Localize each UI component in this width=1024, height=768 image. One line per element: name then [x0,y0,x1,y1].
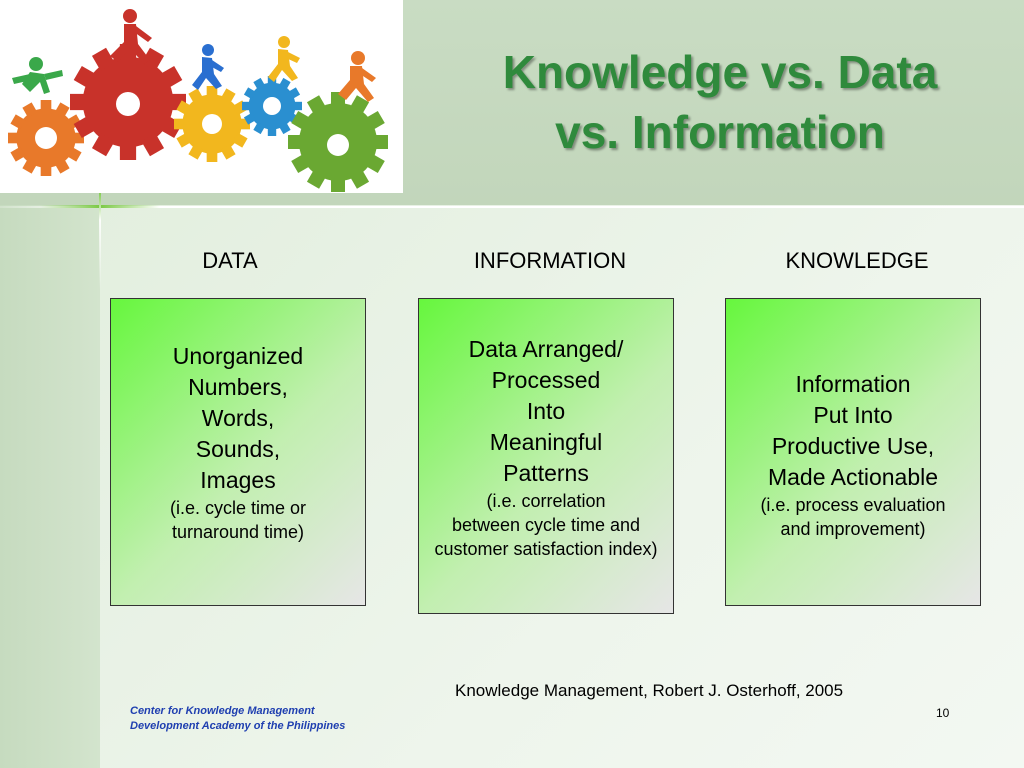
orange-runner-icon [338,51,376,102]
knowledge-example-line-1: (i.e. process evaluation [760,495,946,515]
knowledge-card-example-text: (i.e. process evaluation and improvement… [726,493,980,541]
knowledge-card-main-text: Information Put Into Productive Use, Mad… [726,369,980,493]
title-line-2: vs. Information [555,106,885,158]
knowledge-line-1: Information [795,371,911,397]
data-line-5: Images [200,467,276,493]
knowledge-line-3: Productive Use, [771,433,935,459]
information-example-line-1: (i.e. correlation [486,491,606,511]
information-example-line-3: customer satisfaction index) [434,539,658,559]
information-card-example-text: (i.e. correlation between cycle time and… [419,489,673,561]
slide-title: Knowledge vs. Data vs. Information [420,42,1020,162]
knowledge-line-2: Put Into [813,402,893,428]
page-number: 10 [936,706,950,720]
information-line-4: Meaningful [489,429,603,455]
gears-logo-image [0,0,403,193]
footer-line-1: Center for Knowledge Management [130,705,315,717]
data-card-example-text: (i.e. cycle time or turnaround time) [111,496,365,544]
information-line-1: Data Arranged/ [468,336,624,362]
information-card-main-text: Data Arranged/ Processed Into Meaningful… [419,334,673,489]
heading-data: DATA [202,248,258,273]
information-line-5: Patterns [503,460,589,486]
data-example-line-1: (i.e. cycle time or [169,498,307,518]
blue-runner-icon [192,44,224,90]
green-runner-icon [12,57,63,94]
data-line-3: Words, [201,405,275,431]
data-line-2: Numbers, [188,374,288,400]
header-divider [0,206,1024,208]
knowledge-line-4: Made Actionable [767,464,939,490]
footer-organization: Center for Knowledge Management Developm… [130,704,345,734]
data-card: Unorganized Numbers, Words, Sounds, Imag… [110,298,366,606]
source-citation: Knowledge Management, Robert J. Osterhof… [455,681,844,700]
heading-information: INFORMATION [473,248,627,273]
footer-line-2: Development Academy of the Philippines [130,720,346,732]
data-example-line-2: turnaround time) [171,522,305,542]
information-card: Data Arranged/ Processed Into Meaningful… [418,298,674,614]
vertical-divider [99,190,101,290]
information-line-3: Into [526,398,566,424]
red-runner-icon [110,9,152,64]
data-card-main-text: Unorganized Numbers, Words, Sounds, Imag… [111,341,365,496]
knowledge-card: Information Put Into Productive Use, Mad… [725,298,981,606]
heading-knowledge: KNOWLEDGE [785,248,929,273]
yellow-runner-icon [268,36,300,82]
title-line-1: Knowledge vs. Data [502,46,938,98]
information-example-line-2: between cycle time and [451,515,641,535]
data-line-4: Sounds, [195,436,281,462]
information-line-2: Processed [491,367,601,393]
left-band [0,205,100,768]
data-line-1: Unorganized [172,343,304,369]
knowledge-example-line-2: and improvement) [780,519,926,539]
